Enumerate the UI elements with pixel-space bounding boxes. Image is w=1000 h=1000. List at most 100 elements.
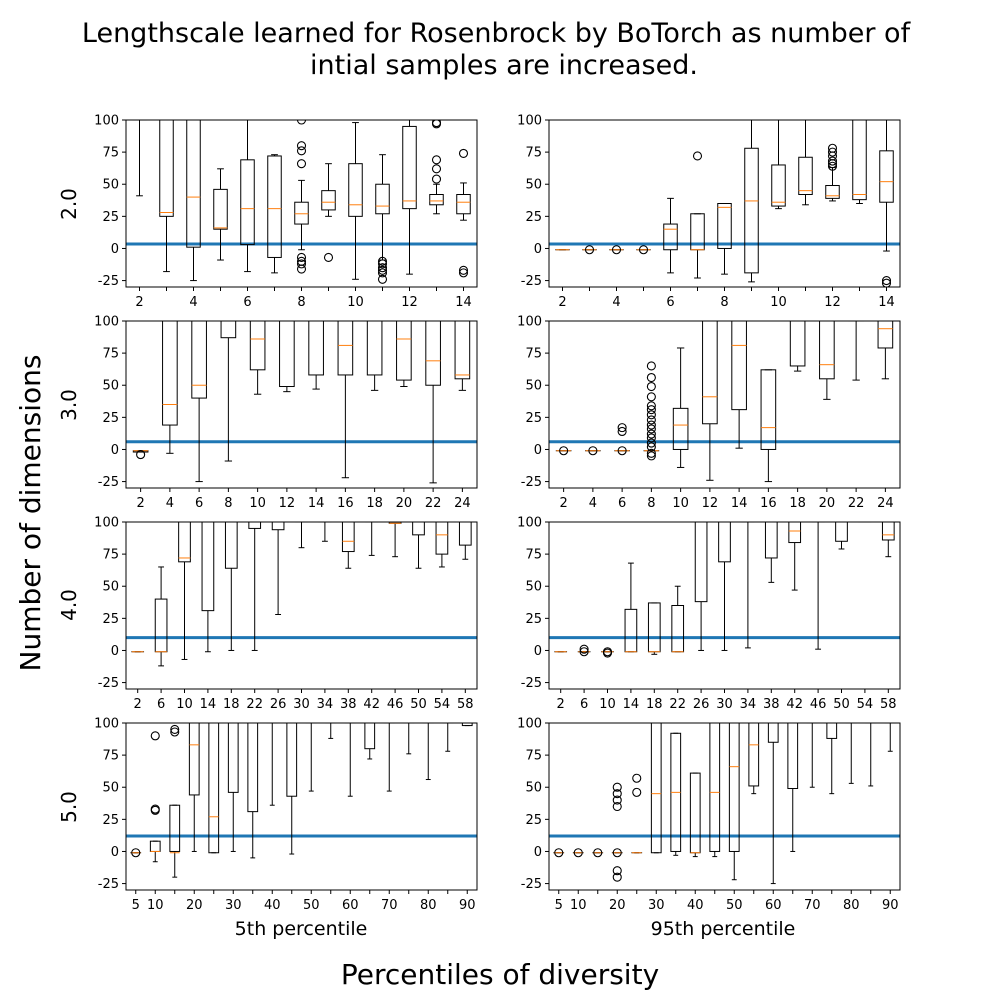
outlier-point xyxy=(692,151,703,161)
box-body xyxy=(188,723,200,796)
outlier-point xyxy=(559,446,569,456)
plot-area xyxy=(126,723,477,878)
box-body xyxy=(624,608,638,653)
box-8 xyxy=(220,321,237,462)
outlier-point xyxy=(646,438,656,448)
x-tick-label: 6 xyxy=(243,295,251,310)
box-46 xyxy=(811,522,825,650)
box-body xyxy=(717,203,732,249)
outlier-point xyxy=(377,259,388,269)
outlier-point xyxy=(573,848,583,858)
y-tick-label: 100 xyxy=(517,717,542,732)
panel-5.0-5th: -25 0 25 50 75 100 5 10 20 30 40 50 60 70 80 90 xyxy=(94,717,478,913)
box-65 xyxy=(787,723,799,852)
box-body xyxy=(789,321,806,367)
outlier-point xyxy=(296,159,307,169)
x-tick-label: 20 xyxy=(396,496,413,511)
box-22 xyxy=(248,522,262,651)
box-55 xyxy=(325,723,337,739)
axes-frame xyxy=(548,722,901,891)
x-tick-label: 14 xyxy=(731,496,748,511)
box-65 xyxy=(364,723,376,760)
outlier-point xyxy=(612,872,622,882)
x-tick-label: 10 xyxy=(176,697,193,712)
y-tick-label: 25 xyxy=(525,411,542,426)
box-22 xyxy=(848,321,864,381)
box-12 xyxy=(702,321,718,481)
y-tick-label: 25 xyxy=(102,210,119,225)
x-tick-label: 10 xyxy=(770,295,787,310)
outlier-point xyxy=(646,420,656,430)
x-tick-label: 40 xyxy=(687,898,704,913)
plot-area xyxy=(549,522,900,658)
x-tick-label: 46 xyxy=(810,697,827,712)
outlier-point xyxy=(579,644,589,654)
box-body xyxy=(286,723,298,797)
plot-area xyxy=(126,522,477,667)
x-tick-label: 90 xyxy=(459,898,476,913)
box-70 xyxy=(806,723,818,788)
box-11 xyxy=(375,154,390,284)
outlier-point xyxy=(646,433,656,443)
y-tick-label: -25 xyxy=(521,676,542,691)
box-24 xyxy=(454,321,471,391)
y-tick-label: 100 xyxy=(94,516,119,531)
outlier-point xyxy=(584,245,595,255)
outlier-point xyxy=(458,268,469,278)
box-34 xyxy=(741,522,755,649)
box-body xyxy=(402,125,417,210)
box-body xyxy=(689,772,701,854)
x-tick-label: 34 xyxy=(317,697,334,712)
x-tick-label: 18 xyxy=(646,697,663,712)
outlier-point xyxy=(377,263,388,273)
box-25 xyxy=(208,723,220,854)
x-tick-label: 5 xyxy=(555,898,563,913)
box-body xyxy=(702,321,718,425)
box-body xyxy=(709,723,721,852)
x-tick-label: 42 xyxy=(363,697,380,712)
outlier-point xyxy=(588,446,598,456)
box-12 xyxy=(279,321,295,393)
box-body xyxy=(744,147,759,274)
box-body xyxy=(364,723,376,750)
x-tick-label: 14 xyxy=(308,496,325,511)
box-body xyxy=(162,321,178,426)
x-tick-label: 22 xyxy=(669,697,686,712)
box-body xyxy=(671,605,685,653)
box-10 xyxy=(601,647,614,658)
y-tick-label: -25 xyxy=(98,877,119,892)
x-axis-label: Percentiles of diversity xyxy=(341,958,659,991)
outlier-point xyxy=(612,866,622,876)
x-tick-label: 50 xyxy=(303,898,320,913)
y-tick-label: 100 xyxy=(94,114,119,129)
x-tick-label: 10 xyxy=(570,898,587,913)
box-body xyxy=(798,156,813,196)
box-6 xyxy=(191,321,207,483)
row-label-5: 5.0 xyxy=(57,791,81,823)
y-tick-label: 75 xyxy=(102,548,119,563)
x-tick-label: 30 xyxy=(716,697,733,712)
x-tick-label: 6 xyxy=(618,496,626,511)
box-26 xyxy=(271,522,285,615)
box-6 xyxy=(577,644,591,657)
box-body xyxy=(396,321,412,381)
x-tick-label: 80 xyxy=(420,898,437,913)
box-2 xyxy=(132,450,149,460)
outlier-point xyxy=(150,804,160,814)
box-body xyxy=(458,522,472,546)
box-50 xyxy=(305,723,317,792)
box-body xyxy=(294,201,309,225)
outlier-point xyxy=(296,120,307,125)
box-body xyxy=(337,321,354,376)
box-9 xyxy=(744,120,759,283)
x-tick-label: 10 xyxy=(147,898,164,913)
x-tick-label: 34 xyxy=(740,697,757,712)
box-75 xyxy=(826,723,838,795)
x-tick-label: 14 xyxy=(878,295,895,310)
box-40 xyxy=(689,772,701,858)
box-2 xyxy=(132,120,147,197)
outlier-point xyxy=(646,401,656,411)
x-tick-label: 6 xyxy=(580,697,588,712)
plot-area xyxy=(549,321,900,483)
outlier-point xyxy=(296,259,307,269)
